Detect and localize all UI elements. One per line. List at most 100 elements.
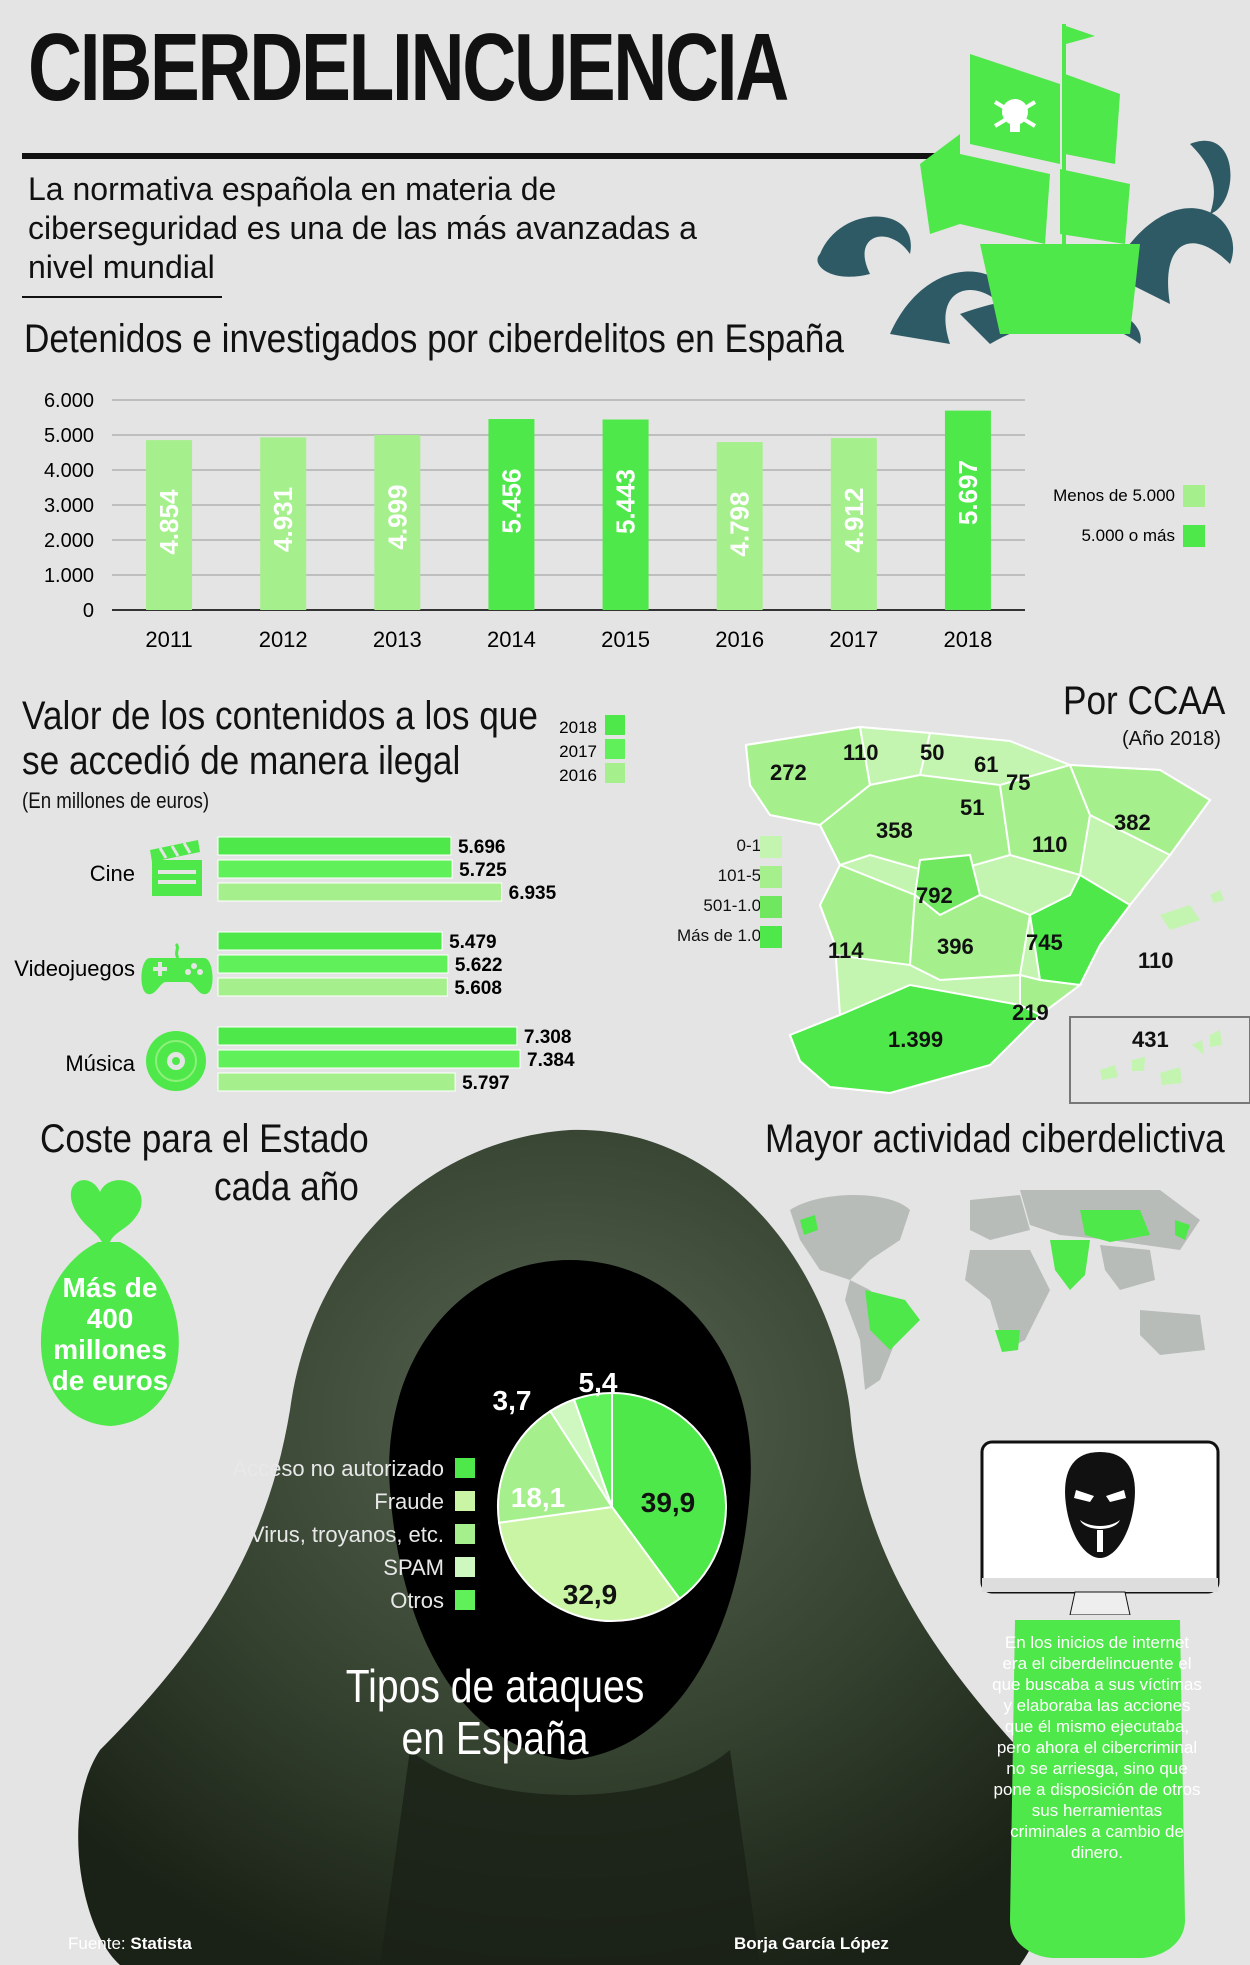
hbar-value-label: 5.797 xyxy=(462,1073,510,1094)
hbar-bar xyxy=(217,977,448,997)
ccaa-title: Por CCAA xyxy=(1063,679,1226,723)
ccaa-value: 110 xyxy=(843,740,879,765)
hbar-value-label: 7.384 xyxy=(527,1050,575,1071)
hbar-category-label: Cine xyxy=(90,861,135,886)
bar-value-label: 4.854 xyxy=(154,489,184,555)
hbar-legend-swatch xyxy=(605,739,625,759)
pie-chart: 39,9 32,9 18,1 3,7 5,4 Acceso no autorizado Fr… xyxy=(232,1370,727,1622)
bar-ytick-label: 1.000 xyxy=(44,565,94,587)
bar xyxy=(830,438,877,610)
hbar-value-label: 5.696 xyxy=(458,837,506,858)
monitor-text-box xyxy=(1010,1620,1185,1958)
gamepad-icon xyxy=(141,942,213,995)
main-title: CIBERDELINCUENCIA xyxy=(28,14,789,121)
pie-value-label: 5,4 xyxy=(579,1370,618,1398)
pie-value-label: 3,7 xyxy=(493,1385,532,1416)
hbar-bar xyxy=(217,1072,456,1092)
ccaa-value: 1.399 xyxy=(888,1027,944,1052)
pie-slice xyxy=(572,1391,613,1508)
bar xyxy=(602,419,649,610)
bar-legend-swatch xyxy=(1183,525,1205,547)
pie-value-label: 18,1 xyxy=(511,1482,566,1513)
bar-value-label: 5.456 xyxy=(496,469,526,534)
ccaa-value: 114 xyxy=(828,938,864,963)
ccaa-legend-label-3: Más de 1.000 xyxy=(676,926,780,945)
pirate-ship-illustration xyxy=(817,24,1234,344)
ccaa-legend-swatch-0 xyxy=(760,836,782,858)
cost-title-line1: Coste para el Estado xyxy=(40,1117,369,1161)
pie-chart-title: Tipos de ataques en España xyxy=(345,1660,645,1764)
ccaa-value: 61 xyxy=(974,752,999,777)
clapperboard-icon xyxy=(150,840,202,896)
hbar-bar xyxy=(217,931,443,951)
hbar-bar xyxy=(217,882,503,902)
hbar-category-label: Videojuegos xyxy=(14,956,135,981)
pie-legend-label: Otros xyxy=(390,1588,444,1613)
pie-value-label: 39,9 xyxy=(641,1487,696,1518)
hbar-legend-swatch xyxy=(605,715,625,735)
source-label: Fuente: xyxy=(68,1934,126,1953)
hbar-category-label: Música xyxy=(65,1051,135,1076)
bar-ytick-label: 5.000 xyxy=(44,425,94,447)
ccaa-value: 792 xyxy=(916,883,953,908)
bar-ytick-label: 6.000 xyxy=(44,390,94,412)
bar-ytick-label: 0 xyxy=(83,600,94,622)
world-title: Mayor actividad ciberdelictiva xyxy=(765,1117,1225,1161)
bar xyxy=(944,410,991,610)
author-credit: Borja García López xyxy=(734,1934,889,1953)
cost-title-line2: cada año xyxy=(214,1165,359,1209)
hbar-title-line2: se accedió de manera ilegal xyxy=(22,739,461,783)
bar-legend-swatch xyxy=(1183,485,1205,507)
ccaa-legend-swatch-3 xyxy=(760,926,782,948)
bar xyxy=(260,437,307,610)
bar-value-label: 5.443 xyxy=(611,469,641,534)
pie-legend-swatch xyxy=(455,1458,475,1478)
ccaa-value: 396 xyxy=(937,934,974,959)
music-disc-icon xyxy=(146,1031,206,1091)
world-map xyxy=(790,1190,1205,1390)
bar-chart: 0 1.000 2.000 3.000 4.000 5.000 6.000 4.854 2011… xyxy=(44,390,1205,652)
pie-legend-swatch xyxy=(455,1524,475,1544)
bar-ytick-label: 2.000 xyxy=(44,530,94,552)
ccaa-value: 431 xyxy=(1132,1027,1169,1052)
hbar-bar xyxy=(217,1049,521,1069)
pie-legend-swatch xyxy=(455,1491,475,1511)
hbar-legend-label: 2018 xyxy=(559,718,597,737)
pie-slice xyxy=(497,1505,681,1622)
bar-chart-title: Detenidos e investigados por ciberdelito… xyxy=(24,317,844,361)
hbar-subtitle: (En millones de euros) xyxy=(22,788,210,813)
ccaa-value: 358 xyxy=(876,818,913,843)
bar-xtick-label: 2011 xyxy=(145,627,192,652)
hbar-value-label: 5.608 xyxy=(454,978,502,999)
subtitle: La normativa española en materia de cibe… xyxy=(28,171,697,285)
ccaa-value: 50 xyxy=(920,740,945,765)
bar xyxy=(488,419,535,610)
bar-value-label: 4.798 xyxy=(725,492,755,557)
money-bag-icon xyxy=(40,1180,179,1426)
ccaa-value: 75 xyxy=(1006,770,1031,795)
ccaa-value: 219 xyxy=(1012,1000,1049,1025)
pie-legend-swatch xyxy=(455,1557,475,1577)
bar-xtick-label: 2015 xyxy=(601,627,650,652)
hbar-bar xyxy=(217,1026,518,1046)
ccaa-legend-label-0: 0-100 xyxy=(736,836,780,855)
ccaa-legend-swatch-2 xyxy=(760,896,782,918)
bar-xtick-label: 2014 xyxy=(487,627,536,652)
bar xyxy=(146,440,193,610)
source-name: Statista xyxy=(130,1934,192,1953)
bar-ytick-label: 4.000 xyxy=(44,460,94,482)
monitor-text: En los inicios de internet era el ciberd… xyxy=(992,1633,1202,1862)
pie-legend-swatch xyxy=(455,1590,475,1610)
bar-xtick-label: 2017 xyxy=(829,627,878,652)
hbar-value-label: 5.479 xyxy=(449,932,497,953)
hbar-bar xyxy=(217,859,453,879)
bar-xtick-label: 2013 xyxy=(373,627,422,652)
bar-xtick-label: 2016 xyxy=(715,627,764,652)
bar-value-label: 4.912 xyxy=(839,488,869,553)
bar-legend-label: Menos de 5.000 xyxy=(1053,486,1175,505)
pie-slice xyxy=(497,1409,614,1524)
bar xyxy=(716,442,763,610)
pie-slice xyxy=(611,1391,727,1601)
hbar-legend-swatch xyxy=(605,763,625,783)
